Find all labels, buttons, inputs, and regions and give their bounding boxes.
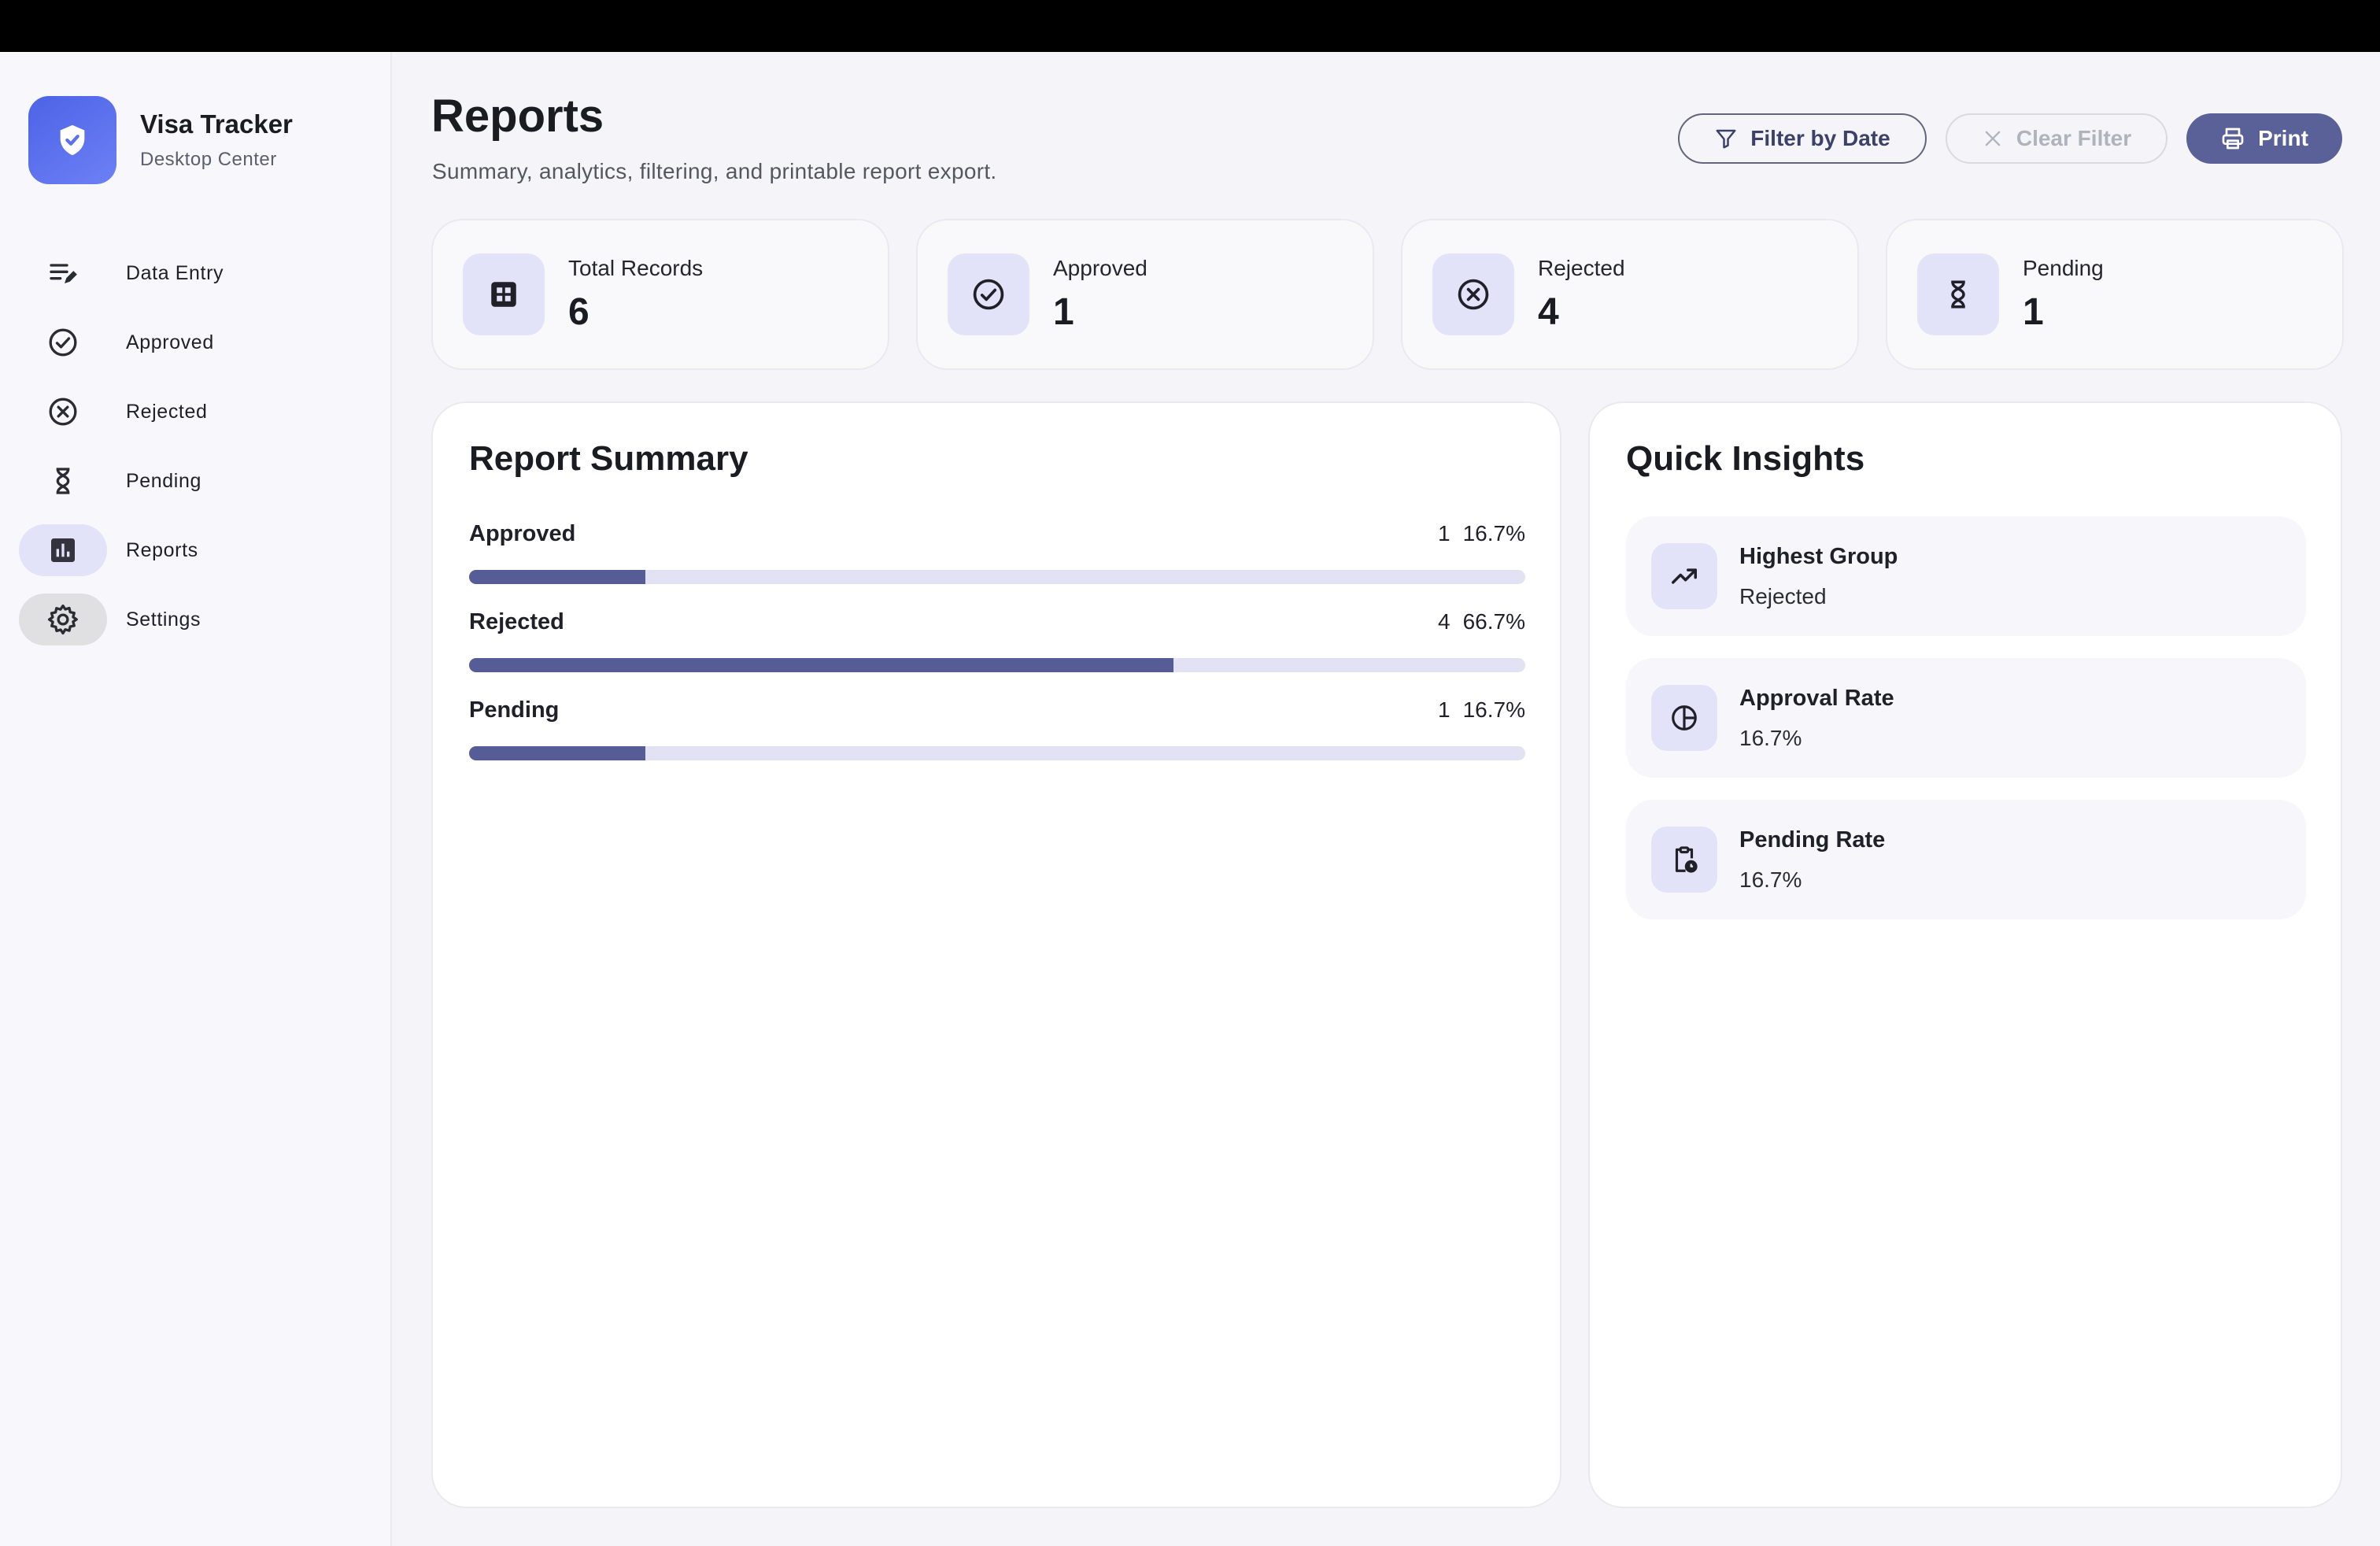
- filter-icon: [1716, 129, 1736, 149]
- sidebar: Visa Tracker Desktop Center Data Entry A…: [0, 52, 392, 1546]
- print-label: Print: [2258, 126, 2308, 150]
- stat-value: 1: [1053, 290, 1074, 333]
- trending-up-icon: [1651, 543, 1717, 609]
- insight-title: Highest Group: [1739, 543, 1898, 569]
- progress-track: [469, 746, 1525, 760]
- sidebar-item-label: Settings: [126, 608, 201, 631]
- main-content: Reports Summary, analytics, filtering, a…: [392, 52, 2380, 1546]
- progress-track: [469, 570, 1525, 584]
- check-circle-icon: [948, 253, 1029, 335]
- sidebar-item-reports[interactable]: Reports: [19, 524, 373, 576]
- clipboard-clock-icon: [1651, 827, 1717, 893]
- system-top-bar: [0, 0, 2380, 52]
- stat-label: Pending: [2023, 255, 2104, 280]
- insight-title: Pending Rate: [1739, 827, 1886, 853]
- sidebar-nav: Data Entry Approved Rejected Pending: [19, 247, 373, 663]
- printer-icon: [2222, 128, 2244, 150]
- summary-row-label: Pending: [469, 697, 560, 723]
- page-title: Reports: [431, 91, 604, 142]
- sidebar-item-rejected[interactable]: Rejected: [19, 386, 373, 438]
- brand-title: Visa Tracker: [140, 109, 293, 139]
- stat-label: Total Records: [568, 255, 704, 280]
- close-icon: [1985, 131, 2001, 146]
- pie-chart-icon: [1651, 685, 1717, 751]
- print-button[interactable]: Print: [2186, 113, 2342, 164]
- filter-by-date-label: Filter by Date: [1750, 126, 1890, 150]
- sidebar-item-label: Data Entry: [126, 261, 224, 284]
- quick-insights-title: Quick Insights: [1626, 439, 1865, 478]
- insight-highest-group: Highest Group Rejected: [1626, 516, 2306, 636]
- brand-subtitle: Desktop Center: [140, 149, 277, 170]
- insight-approval-rate: Approval Rate 16.7%: [1626, 658, 2306, 778]
- progress-fill: [469, 746, 646, 760]
- filter-by-date-button[interactable]: Filter by Date: [1678, 113, 1927, 164]
- summary-row-label: Rejected: [469, 608, 564, 634]
- summary-row-rejected: Rejected 4 66.7%: [469, 608, 1525, 672]
- brand: Visa Tracker Desktop Center: [28, 96, 293, 184]
- x-circle-icon: [1432, 253, 1514, 335]
- summary-row-count: 1: [1438, 697, 1451, 722]
- insight-title: Approval Rate: [1739, 685, 1894, 711]
- summary-row-percent: 66.7%: [1462, 609, 1525, 634]
- hourglass-icon: [19, 455, 107, 507]
- progress-fill: [469, 658, 1174, 672]
- stat-value: 1: [2023, 290, 2044, 333]
- sidebar-item-label: Reports: [126, 538, 198, 561]
- sidebar-item-data-entry[interactable]: Data Entry: [19, 247, 373, 299]
- toolbar: Filter by Date Clear Filter Print: [1659, 113, 2342, 164]
- app-window: Visa Tracker Desktop Center Data Entry A…: [0, 52, 2380, 1546]
- report-summary-panel: Report Summary Approved 1 16.7% Rejected …: [431, 401, 1561, 1508]
- sidebar-item-approved[interactable]: Approved: [19, 316, 373, 368]
- stat-card-approved: Approved 1: [916, 219, 1374, 370]
- summary-row-pending: Pending 1 16.7%: [469, 696, 1525, 760]
- sidebar-item-label: Approved: [126, 331, 214, 353]
- summary-row-count: 4: [1438, 609, 1451, 634]
- insight-value: 16.7%: [1739, 725, 1802, 750]
- stat-label: Approved: [1053, 255, 1148, 280]
- progress-fill: [469, 570, 646, 584]
- stat-label: Rejected: [1538, 255, 1625, 280]
- summary-row-percent: 16.7%: [1462, 521, 1525, 546]
- stats-row: Total Records 6 Approved 1 Rejected: [431, 219, 2344, 370]
- stat-card-rejected: Rejected 4: [1401, 219, 1859, 370]
- edit-list-icon: [19, 247, 107, 299]
- summary-row-percent: 16.7%: [1462, 697, 1525, 722]
- report-summary-title: Report Summary: [469, 439, 748, 478]
- summary-row-count: 1: [1438, 521, 1451, 546]
- sidebar-item-pending[interactable]: Pending: [19, 455, 373, 507]
- bar-chart-icon: [19, 524, 107, 576]
- shield-check-icon: [28, 96, 116, 184]
- stat-card-pending: Pending 1: [1886, 219, 2344, 370]
- hourglass-icon: [1917, 253, 1999, 335]
- insight-pending-rate: Pending Rate 16.7%: [1626, 800, 2306, 919]
- page-subtitle: Summary, analytics, filtering, and print…: [432, 159, 997, 183]
- grid-icon: [463, 253, 545, 335]
- progress-track: [469, 658, 1525, 672]
- stat-value: 6: [568, 290, 589, 333]
- summary-row-approved: Approved 1 16.7%: [469, 520, 1525, 584]
- summary-row-label: Approved: [469, 520, 576, 546]
- check-circle-icon: [19, 316, 107, 368]
- insight-value: Rejected: [1739, 583, 1827, 608]
- insight-value: 16.7%: [1739, 867, 1802, 892]
- sidebar-item-label: Pending: [126, 469, 201, 492]
- clear-filter-button[interactable]: Clear Filter: [1946, 113, 2168, 164]
- stat-card-total-records: Total Records 6: [431, 219, 889, 370]
- sidebar-item-label: Rejected: [126, 400, 208, 423]
- gear-icon: [19, 594, 107, 645]
- stat-value: 4: [1538, 290, 1559, 333]
- clear-filter-label: Clear Filter: [2016, 126, 2132, 150]
- quick-insights-panel: Quick Insights Highest Group Rejected Ap…: [1588, 401, 2342, 1508]
- x-circle-icon: [19, 386, 107, 438]
- sidebar-item-settings[interactable]: Settings: [19, 594, 373, 645]
